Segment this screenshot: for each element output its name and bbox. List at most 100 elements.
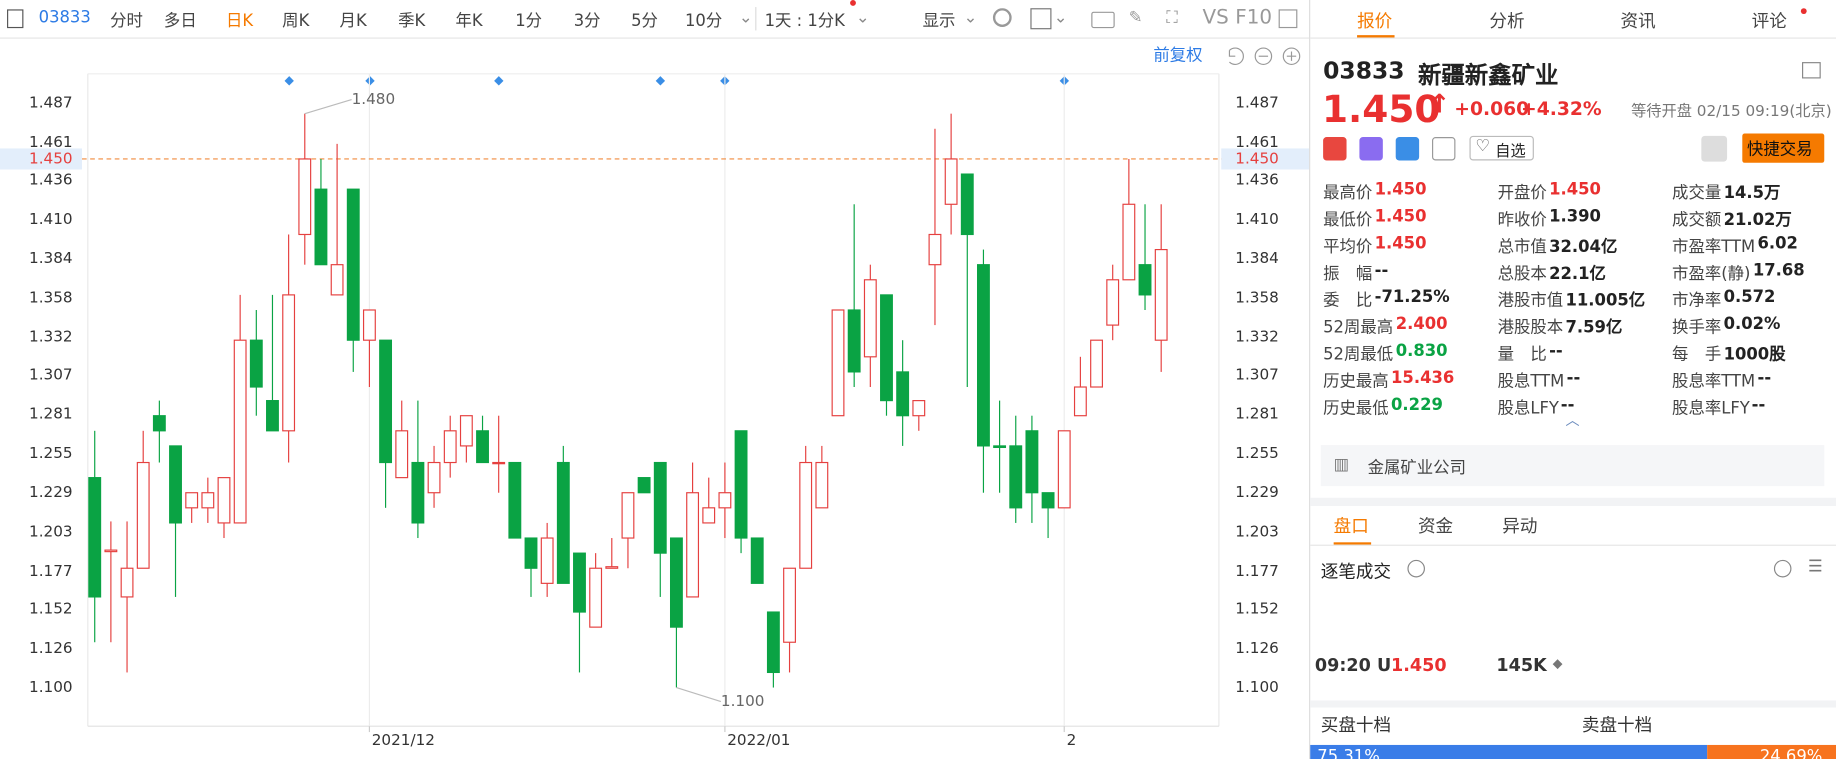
- alert-icon[interactable]: [1701, 135, 1728, 162]
- candle-body: [669, 537, 683, 628]
- period-tab[interactable]: 季K: [398, 11, 426, 31]
- menu-icon[interactable]: [1802, 62, 1821, 79]
- badge-icon[interactable]: [1359, 137, 1383, 161]
- stat-value: 32.04亿: [1549, 237, 1618, 257]
- industry[interactable]: 金属矿业公司: [1367, 459, 1466, 478]
- stat-label: 52周最低: [1323, 345, 1394, 365]
- y-tick-label: 1.461: [29, 133, 73, 151]
- candle: [831, 309, 845, 417]
- y-tick-label-right: 1.126: [1235, 639, 1279, 657]
- info-icon[interactable]: [1407, 559, 1425, 578]
- industry-box[interactable]: [1320, 445, 1825, 487]
- draw-icon[interactable]: ✎: [1128, 8, 1143, 27]
- candle: [912, 400, 926, 431]
- price-tag: [1221, 148, 1310, 170]
- color-icon[interactable]: [1030, 8, 1052, 30]
- chevron[interactable]: ⌄: [855, 8, 870, 27]
- event-marker[interactable]: [655, 76, 666, 86]
- collapse-icon[interactable]: ︿: [1565, 412, 1580, 429]
- watch-label[interactable]: 自选: [1495, 142, 1526, 161]
- trade-time: 09:20 U: [1314, 654, 1392, 676]
- period-tab[interactable]: 年K: [455, 11, 483, 31]
- more-icon[interactable]: [1773, 559, 1792, 578]
- y-tick-label-right: 1.177: [1235, 562, 1279, 580]
- tab[interactable]: 分析: [1489, 10, 1525, 32]
- y-tick-label-right: 1.461: [1235, 133, 1279, 151]
- candle-body: [1057, 430, 1071, 509]
- y-tick-label: 1.487: [29, 94, 73, 112]
- candle-body: [136, 461, 150, 569]
- candle-body: [556, 461, 570, 584]
- stat-label: 历史最低: [1323, 399, 1389, 419]
- candle: [152, 400, 166, 463]
- stat-label: 最高价: [1323, 183, 1373, 203]
- trade-label[interactable]: 快捷交易: [1746, 140, 1813, 160]
- candle: [217, 477, 231, 539]
- subtab[interactable]: 异动: [1502, 515, 1538, 537]
- candle: [492, 415, 506, 493]
- candle: [621, 492, 635, 569]
- badge-icon[interactable]: [1432, 137, 1456, 161]
- dot: [1800, 8, 1807, 15]
- tab[interactable]: 评论: [1751, 10, 1787, 32]
- list-icon[interactable]: ☰: [1807, 557, 1823, 577]
- period-tab[interactable]: 多日: [163, 11, 197, 31]
- change-pct: +4.32%: [1520, 97, 1602, 120]
- zoom-out[interactable]: [1254, 47, 1273, 66]
- stat-label: 股息率TTM: [1672, 372, 1756, 392]
- y-tick-label-right: 1.100: [1235, 678, 1279, 696]
- fullscreen-icon[interactable]: ⛶: [1166, 8, 1178, 27]
- watch-button[interactable]: [1469, 135, 1534, 161]
- period-tab[interactable]: 1分: [515, 11, 543, 31]
- candle-body: [928, 233, 942, 266]
- sidebar-toggle[interactable]: [7, 9, 24, 29]
- candle-body: [201, 492, 215, 509]
- period-tab[interactable]: 5分: [631, 11, 658, 31]
- candle-body: [960, 173, 974, 236]
- f10-tool[interactable]: F10: [1235, 5, 1273, 30]
- chevron[interactable]: ⌄: [738, 8, 753, 27]
- subtab[interactable]: 资金: [1417, 515, 1454, 537]
- current-price-label: 1.450: [29, 149, 73, 167]
- vs-tool[interactable]: VS: [1202, 5, 1229, 30]
- period-tab[interactable]: 月K: [339, 11, 367, 31]
- tab-active[interactable]: 报价: [1357, 10, 1393, 32]
- chevron[interactable]: ⌄: [1053, 8, 1068, 27]
- y-tick-label: 1.255: [29, 444, 73, 462]
- candle: [1025, 415, 1039, 523]
- badge-icon[interactable]: [1395, 137, 1420, 161]
- period-tab-active[interactable]: 日K: [225, 11, 254, 31]
- zoom-in[interactable]: [1282, 47, 1301, 66]
- interval-select[interactable]: 1天 : 1分K: [764, 11, 845, 31]
- y-tick-label: 1.177: [29, 562, 73, 580]
- candle: [1090, 339, 1103, 388]
- tab[interactable]: 资讯: [1620, 10, 1656, 32]
- candle-body: [621, 492, 635, 539]
- candle: [556, 445, 570, 584]
- candle-body: [411, 461, 425, 524]
- badge-icon[interactable]: [1323, 137, 1347, 161]
- candle-body: [799, 461, 813, 569]
- subtab-active[interactable]: 盘口: [1333, 515, 1369, 537]
- candle-body: [443, 430, 457, 464]
- trade-button[interactable]: [1742, 133, 1825, 163]
- candle-body: [1154, 248, 1168, 341]
- camera-icon[interactable]: [1091, 11, 1115, 29]
- candle: [815, 445, 829, 509]
- stat-label: 平均价: [1323, 237, 1373, 257]
- stat-label: 股息TTM: [1497, 372, 1565, 392]
- period-tab[interactable]: 分时: [110, 11, 143, 31]
- panel-toggle[interactable]: [1278, 9, 1298, 29]
- candle: [653, 461, 667, 597]
- display-menu[interactable]: 显示: [922, 11, 956, 31]
- stat-label: 总股本: [1497, 264, 1547, 284]
- period-tab[interactable]: 周K: [282, 11, 310, 31]
- period-tab[interactable]: 10分: [684, 11, 723, 31]
- candle: [233, 294, 247, 524]
- settings-icon[interactable]: [992, 8, 1012, 27]
- stock-code[interactable]: 03833: [38, 8, 91, 27]
- chevron[interactable]: ⌄: [963, 8, 978, 27]
- adjust-toggle[interactable]: 前复权: [1153, 46, 1202, 65]
- undo-icon[interactable]: [1228, 47, 1244, 65]
- period-tab[interactable]: 3分: [573, 11, 601, 31]
